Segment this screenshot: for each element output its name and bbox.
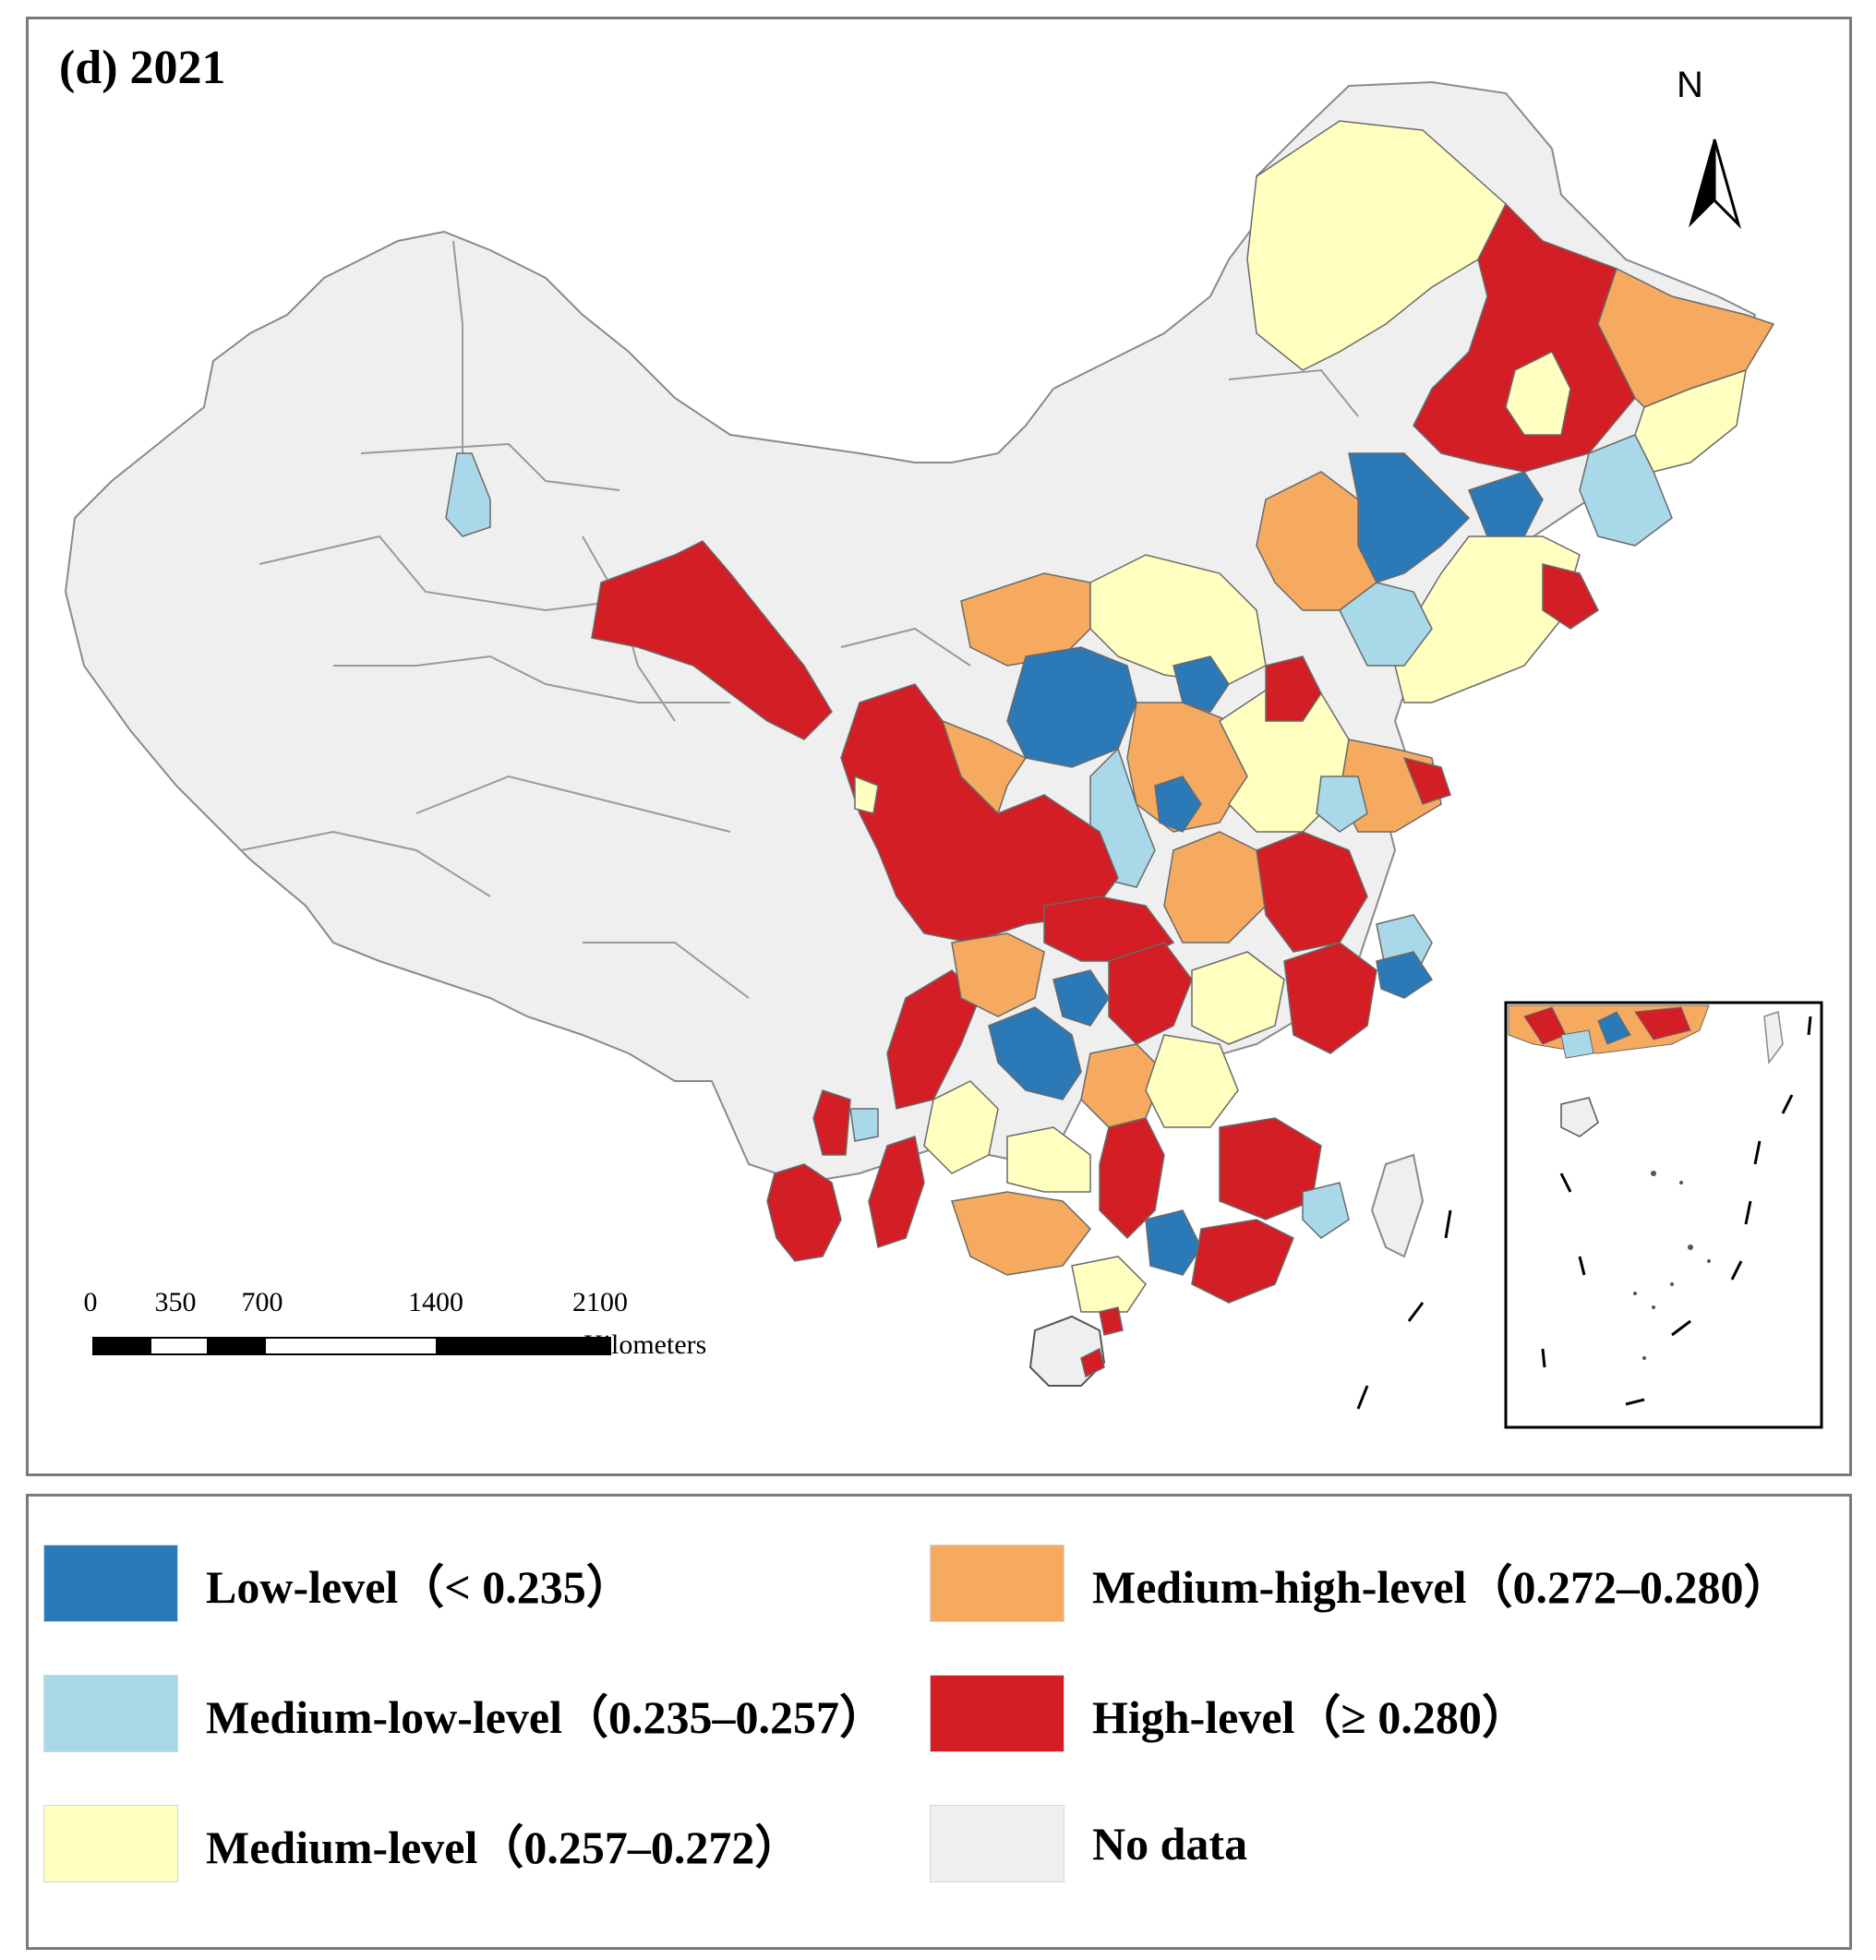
region-high [886,969,980,1110]
region-high [1099,1117,1165,1240]
region-low [988,1006,1082,1100]
legend: Low-level（< 0.235） Medium-low-level（0.23… [26,1494,1852,1950]
region-medium-low [1316,776,1368,833]
region-high [1080,1347,1105,1378]
region-medium-low [445,452,491,537]
legend-swatch [43,1675,178,1752]
region-medium [1089,554,1267,685]
hainan-island [1028,1315,1106,1387]
legend-item-low: Low-level（< 0.235） [43,1545,632,1622]
legend-swatch [43,1805,178,1882]
region-high [1191,1219,1294,1304]
region-medium-low [849,1108,879,1142]
legend-label: Low-level（< 0.235） [206,1561,632,1613]
scale-tick-label: 350 [154,1287,197,1317]
region-low [1172,655,1230,713]
province-boundaries [240,240,1359,999]
legend-item-no-data: No data [930,1805,1247,1882]
region-medium [1145,1034,1239,1128]
scale-tick-label: 700 [241,1287,283,1317]
map-panel [26,17,1852,1476]
region-medium [1191,951,1285,1045]
legend-swatch [930,1805,1064,1882]
region-high [1265,655,1322,722]
region-medium [923,1080,999,1174]
scale-tick-label: 1400 [408,1287,463,1317]
region-medium-high [951,932,1045,1017]
region-high [1099,1306,1124,1336]
region-high [766,1163,842,1262]
north-arrow-icon [1688,138,1742,230]
legend-swatch [930,1675,1064,1752]
legend-label: Medium-level（0.257–0.272） [206,1822,801,1873]
choropleth-map [64,80,1823,1429]
south-china-sea-inset [1504,1001,1823,1429]
legend-label: High-level（≥ 0.280） [1092,1691,1528,1743]
region-medium-high [960,572,1091,667]
legend-label: Medium-high-level（0.272–0.280） [1092,1561,1790,1613]
region-high [1108,942,1193,1045]
region-medium-low [1302,1182,1350,1239]
region-low [1145,1209,1202,1276]
region-medium-high [941,719,1028,815]
scale-unit-label: Kilometers [583,1329,707,1360]
taiwan-island [1370,1153,1425,1258]
region-high [1283,942,1377,1054]
scale-tick-label: 0 [83,1287,98,1317]
region-high [868,1136,925,1248]
region-low [1154,776,1202,833]
region-low [1052,969,1110,1027]
legend-swatch [43,1545,178,1622]
region-low [1468,471,1544,537]
scale-tick-label: 2100 [572,1287,628,1317]
north-label: N [1677,65,1703,105]
dash-line [1356,1209,1452,1410]
legend-label: Medium-low-level（0.235–0.257） [206,1691,886,1743]
legend-swatch [930,1545,1064,1622]
legend-item-medium-low: Medium-low-level（0.235–0.257） [43,1675,885,1752]
region-medium [1006,1126,1091,1193]
region-high [1542,563,1599,630]
region-medium-low [1339,582,1433,667]
region-medium-high [1163,831,1267,944]
region-medium-low [1579,434,1673,547]
region-medium [1071,1256,1147,1313]
legend-label: No data [1092,1818,1248,1870]
region-high [1256,831,1368,953]
map-title: (d) 2021 [59,42,226,94]
region-high [812,1089,851,1156]
legend-item-medium-high: Medium-high-level（0.272–0.280） [930,1545,1790,1622]
region-medium [1505,350,1571,436]
region-medium-high [951,1191,1091,1276]
region-medium [854,775,879,814]
legend-item-medium: Medium-level（0.257–0.272） [43,1805,800,1882]
region-low [1376,951,1434,999]
region-medium [1246,120,1507,371]
scale-bar [92,1337,611,1355]
region-high [591,540,833,740]
legend-item-high: High-level（≥ 0.280） [930,1675,1528,1752]
region-high [1402,756,1451,805]
